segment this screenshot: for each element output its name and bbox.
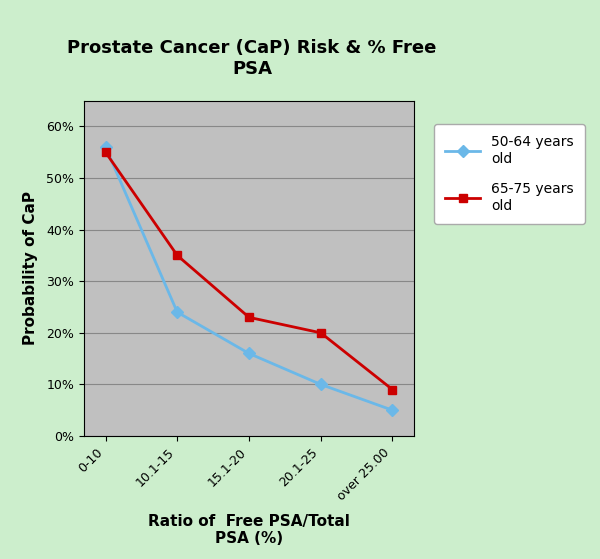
65-75 years
old (102, 149, 109, 155)
Line: 50-64 years
old: 50-64 years old (101, 143, 397, 414)
50-64 years
old (102, 144, 109, 150)
Legend: 50-64 years
old, 65-75 years
old: 50-64 years old, 65-75 years old (434, 124, 585, 224)
Line: 65-75 years
old: 65-75 years old (101, 148, 397, 394)
Text: Prostate Cancer (CaP) Risk & % Free
PSA: Prostate Cancer (CaP) Risk & % Free PSA (67, 39, 437, 78)
50-64 years
old (317, 381, 325, 388)
50-64 years
old (173, 309, 181, 315)
50-64 years
old (245, 350, 253, 357)
50-64 years
old (389, 407, 396, 414)
X-axis label: Ratio of  Free PSA/Total
PSA (%): Ratio of Free PSA/Total PSA (%) (148, 514, 350, 546)
Y-axis label: Probability of CaP: Probability of CaP (23, 191, 38, 345)
65-75 years
old (389, 386, 396, 393)
65-75 years
old (317, 329, 325, 336)
65-75 years
old (173, 252, 181, 259)
65-75 years
old (245, 314, 253, 321)
